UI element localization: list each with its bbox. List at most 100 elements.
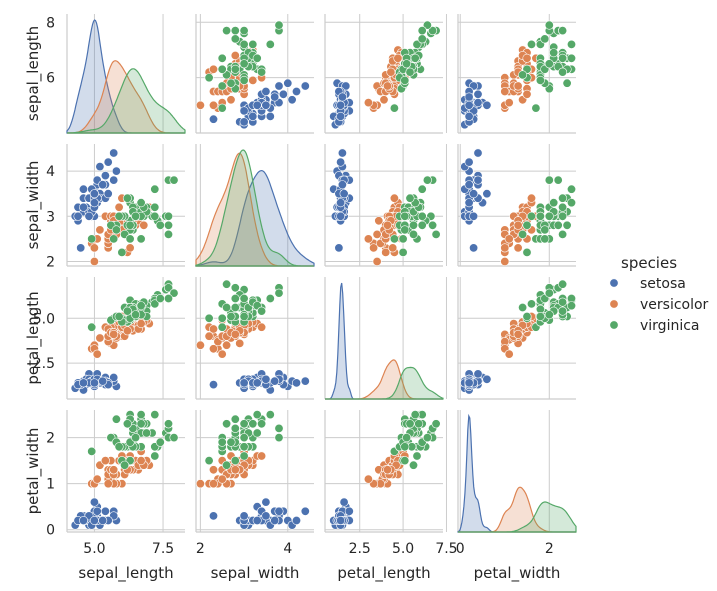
point-virginica bbox=[230, 26, 240, 36]
legend: species setosa versicolor virginica bbox=[609, 254, 709, 334]
point-versicolor bbox=[522, 89, 532, 99]
point-setosa bbox=[73, 211, 83, 221]
point-virginica bbox=[540, 34, 550, 44]
point-setosa bbox=[274, 506, 284, 516]
point-versicolor bbox=[195, 479, 205, 489]
panel-petal_length-vs-petal_width bbox=[457, 277, 576, 400]
point-virginica bbox=[122, 193, 132, 203]
point-versicolor bbox=[95, 333, 105, 343]
point-virginica bbox=[111, 414, 121, 424]
point-virginica bbox=[230, 64, 240, 74]
point-setosa bbox=[473, 369, 483, 379]
point-virginica bbox=[252, 53, 262, 63]
point-versicolor bbox=[513, 329, 523, 339]
point-setosa bbox=[464, 92, 474, 102]
point-versicolor bbox=[89, 256, 99, 266]
point-versicolor bbox=[388, 243, 398, 253]
point-setosa bbox=[100, 506, 110, 516]
point-virginica bbox=[239, 39, 249, 49]
y-tick-label: 2.5 bbox=[33, 356, 55, 372]
point-virginica bbox=[518, 302, 528, 312]
point-virginica bbox=[265, 39, 275, 49]
point-setosa bbox=[464, 180, 474, 190]
point-versicolor bbox=[103, 479, 113, 489]
point-versicolor bbox=[100, 456, 110, 466]
point-virginica bbox=[526, 299, 536, 309]
point-versicolor bbox=[363, 234, 373, 244]
point-setosa bbox=[98, 180, 108, 190]
point-virginica bbox=[136, 198, 146, 208]
point-virginica bbox=[117, 247, 127, 257]
point-setosa bbox=[336, 515, 346, 525]
point-virginica bbox=[389, 234, 399, 244]
y-axis-label-sepal_width: sepal_width bbox=[24, 161, 43, 250]
x-tick-label: 7.5 bbox=[435, 541, 457, 557]
point-virginica bbox=[422, 175, 432, 185]
point-virginica bbox=[265, 410, 275, 420]
y-axis-label-petal_width: petal_width bbox=[24, 428, 43, 515]
y-tick-label: 2 bbox=[46, 254, 55, 270]
point-virginica bbox=[553, 175, 563, 185]
point-virginica bbox=[522, 220, 532, 230]
point-versicolor bbox=[372, 256, 382, 266]
panel-sepal_length-vs-sepal_length bbox=[66, 14, 186, 134]
point-setosa bbox=[464, 378, 474, 388]
point-versicolor bbox=[226, 95, 236, 105]
point-setosa bbox=[291, 515, 301, 525]
point-versicolor bbox=[230, 465, 240, 475]
point-setosa bbox=[469, 189, 479, 199]
point-versicolor bbox=[363, 474, 373, 484]
y-axis-label-petal_length: petal_length bbox=[24, 291, 43, 384]
kde-virginica-petal_length bbox=[325, 366, 444, 400]
point-versicolor bbox=[235, 338, 245, 348]
point-versicolor bbox=[222, 340, 232, 350]
point-setosa bbox=[79, 202, 89, 212]
point-versicolor bbox=[257, 322, 267, 332]
point-virginica bbox=[566, 198, 576, 208]
point-virginica bbox=[204, 73, 214, 83]
x-tick-label: 0 bbox=[456, 541, 465, 557]
x-tick-label: 2.5 bbox=[349, 541, 371, 557]
point-virginica bbox=[412, 451, 422, 461]
point-versicolor bbox=[504, 234, 514, 244]
point-virginica bbox=[408, 220, 418, 230]
point-setosa bbox=[79, 378, 89, 388]
point-virginica bbox=[405, 193, 415, 203]
point-versicolor bbox=[209, 64, 219, 74]
point-virginica bbox=[566, 184, 576, 194]
y-tick-label: 2 bbox=[46, 431, 55, 447]
point-setosa bbox=[103, 189, 113, 199]
point-virginica bbox=[400, 456, 410, 466]
panel-sepal_width-vs-sepal_width bbox=[195, 144, 315, 267]
point-virginica bbox=[544, 20, 554, 30]
point-virginica bbox=[239, 451, 249, 461]
point-virginica bbox=[150, 211, 160, 221]
point-virginica bbox=[122, 419, 132, 429]
point-setosa bbox=[270, 92, 280, 102]
point-virginica bbox=[558, 229, 568, 239]
point-virginica bbox=[169, 433, 179, 443]
point-virginica bbox=[252, 428, 262, 438]
point-setosa bbox=[98, 515, 108, 525]
point-virginica bbox=[226, 437, 236, 447]
point-virginica bbox=[150, 299, 160, 309]
point-virginica bbox=[400, 442, 410, 452]
point-virginica bbox=[410, 53, 420, 63]
point-virginica bbox=[562, 78, 572, 88]
point-setosa bbox=[469, 211, 479, 221]
point-setosa bbox=[336, 157, 346, 167]
point-setosa bbox=[291, 87, 301, 97]
point-virginica bbox=[136, 419, 146, 429]
point-virginica bbox=[544, 175, 554, 185]
point-setosa bbox=[109, 175, 119, 185]
point-virginica bbox=[400, 75, 410, 85]
point-virginica bbox=[540, 225, 550, 235]
panel-petal_width-vs-sepal_width bbox=[195, 410, 314, 533]
point-virginica bbox=[265, 293, 275, 303]
point-setosa bbox=[209, 380, 219, 390]
panel-petal_width-vs-petal_width bbox=[457, 410, 577, 533]
point-virginica bbox=[136, 410, 146, 420]
point-virginica bbox=[558, 306, 568, 316]
point-virginica bbox=[431, 419, 441, 429]
